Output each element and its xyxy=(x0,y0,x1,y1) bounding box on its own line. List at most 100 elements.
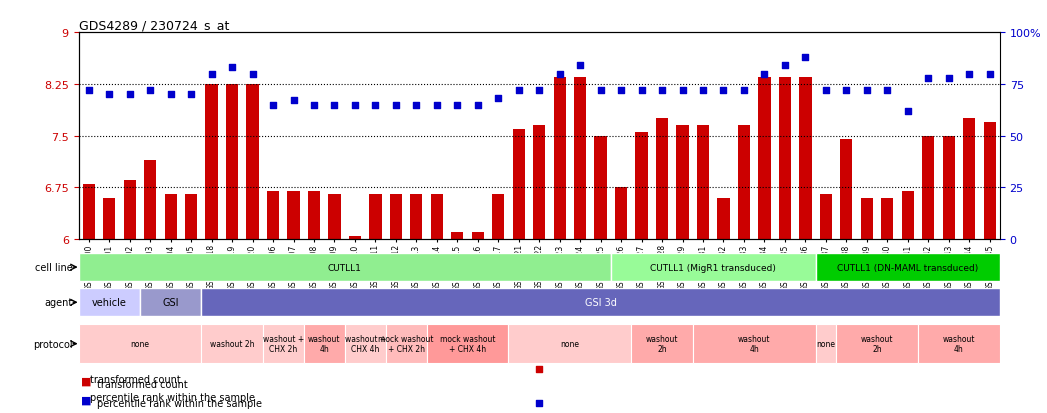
FancyBboxPatch shape xyxy=(631,324,693,363)
Point xyxy=(981,71,998,78)
FancyBboxPatch shape xyxy=(79,254,610,281)
Bar xyxy=(83,185,95,240)
Point xyxy=(653,88,670,94)
Point xyxy=(326,102,342,109)
FancyBboxPatch shape xyxy=(509,324,631,363)
Bar xyxy=(103,198,115,240)
Point xyxy=(428,102,445,109)
Point xyxy=(859,88,875,94)
Text: CUTLL1 (DN-MAML transduced): CUTLL1 (DN-MAML transduced) xyxy=(838,263,978,272)
Text: washout +
CHX 2h: washout + CHX 2h xyxy=(263,334,304,354)
Point xyxy=(940,75,957,82)
Point xyxy=(531,88,548,94)
Text: percentile rank within the sample: percentile rank within the sample xyxy=(90,392,254,402)
Point xyxy=(224,65,241,71)
Point xyxy=(121,92,138,98)
Text: vehicle: vehicle xyxy=(92,297,127,308)
Bar xyxy=(185,195,197,240)
Text: protocol: protocol xyxy=(32,339,72,349)
Point xyxy=(593,88,609,94)
Bar xyxy=(124,181,136,240)
Bar xyxy=(942,136,955,240)
Text: GSI 3d: GSI 3d xyxy=(584,297,617,308)
FancyBboxPatch shape xyxy=(837,324,918,363)
Bar xyxy=(717,198,730,240)
Text: washout
4h: washout 4h xyxy=(308,334,340,354)
Text: mock washout
+ CHX 4h: mock washout + CHX 4h xyxy=(440,334,495,354)
Text: washout
4h: washout 4h xyxy=(942,334,975,354)
Point xyxy=(797,55,814,61)
Bar xyxy=(882,198,893,240)
FancyBboxPatch shape xyxy=(140,289,201,316)
Bar xyxy=(226,85,239,240)
Point xyxy=(531,366,548,373)
Point xyxy=(203,71,220,78)
Point xyxy=(838,88,854,94)
Bar xyxy=(205,85,218,240)
FancyBboxPatch shape xyxy=(79,324,201,363)
Point xyxy=(736,88,753,94)
Text: agent: agent xyxy=(44,297,72,308)
Bar xyxy=(901,191,914,240)
Bar xyxy=(451,233,464,240)
Bar xyxy=(636,133,648,240)
FancyBboxPatch shape xyxy=(201,289,1000,316)
Point xyxy=(449,102,466,109)
Text: transformed count: transformed count xyxy=(97,379,188,389)
Point xyxy=(878,88,895,94)
FancyBboxPatch shape xyxy=(816,254,1000,281)
Bar xyxy=(389,195,402,240)
Bar xyxy=(922,136,934,240)
Bar xyxy=(963,119,976,240)
Point xyxy=(387,102,404,109)
Bar xyxy=(615,188,627,240)
Bar xyxy=(329,195,340,240)
Text: CUTLL1: CUTLL1 xyxy=(328,263,361,272)
Point xyxy=(818,88,834,94)
Bar xyxy=(164,195,177,240)
Text: cell line: cell line xyxy=(35,262,72,273)
Bar xyxy=(820,195,832,240)
Bar xyxy=(779,78,792,240)
Text: GDS4289 / 230724_s_at: GDS4289 / 230724_s_at xyxy=(79,19,229,32)
Bar xyxy=(287,191,299,240)
Point xyxy=(531,400,548,406)
Text: none: none xyxy=(817,339,836,348)
Point xyxy=(101,92,117,98)
Text: washout 2h: washout 2h xyxy=(209,339,254,348)
Bar xyxy=(513,129,525,240)
Text: ■: ■ xyxy=(81,395,91,405)
Bar xyxy=(697,126,709,240)
Point xyxy=(265,102,282,109)
Point xyxy=(162,92,179,98)
Point xyxy=(490,96,507,102)
Point xyxy=(285,98,302,104)
Bar xyxy=(574,78,586,240)
FancyBboxPatch shape xyxy=(201,324,263,363)
FancyBboxPatch shape xyxy=(918,324,1000,363)
FancyBboxPatch shape xyxy=(344,324,385,363)
Bar xyxy=(144,160,156,240)
Bar xyxy=(471,233,484,240)
FancyBboxPatch shape xyxy=(263,324,304,363)
Bar xyxy=(533,126,545,240)
Text: transformed count: transformed count xyxy=(90,374,180,384)
Point xyxy=(961,71,978,78)
Point xyxy=(81,88,97,94)
Point xyxy=(552,71,569,78)
Point xyxy=(306,102,322,109)
Bar xyxy=(861,198,873,240)
Bar xyxy=(840,140,852,240)
Bar xyxy=(738,126,750,240)
FancyBboxPatch shape xyxy=(385,324,426,363)
Bar xyxy=(554,78,565,240)
FancyBboxPatch shape xyxy=(610,254,816,281)
Bar xyxy=(308,191,320,240)
FancyBboxPatch shape xyxy=(79,289,140,316)
Point xyxy=(674,88,691,94)
FancyBboxPatch shape xyxy=(693,324,816,363)
Bar xyxy=(655,119,668,240)
Text: none: none xyxy=(560,339,579,348)
Text: CUTLL1 (MigR1 transduced): CUTLL1 (MigR1 transduced) xyxy=(650,263,776,272)
Point xyxy=(572,63,588,69)
